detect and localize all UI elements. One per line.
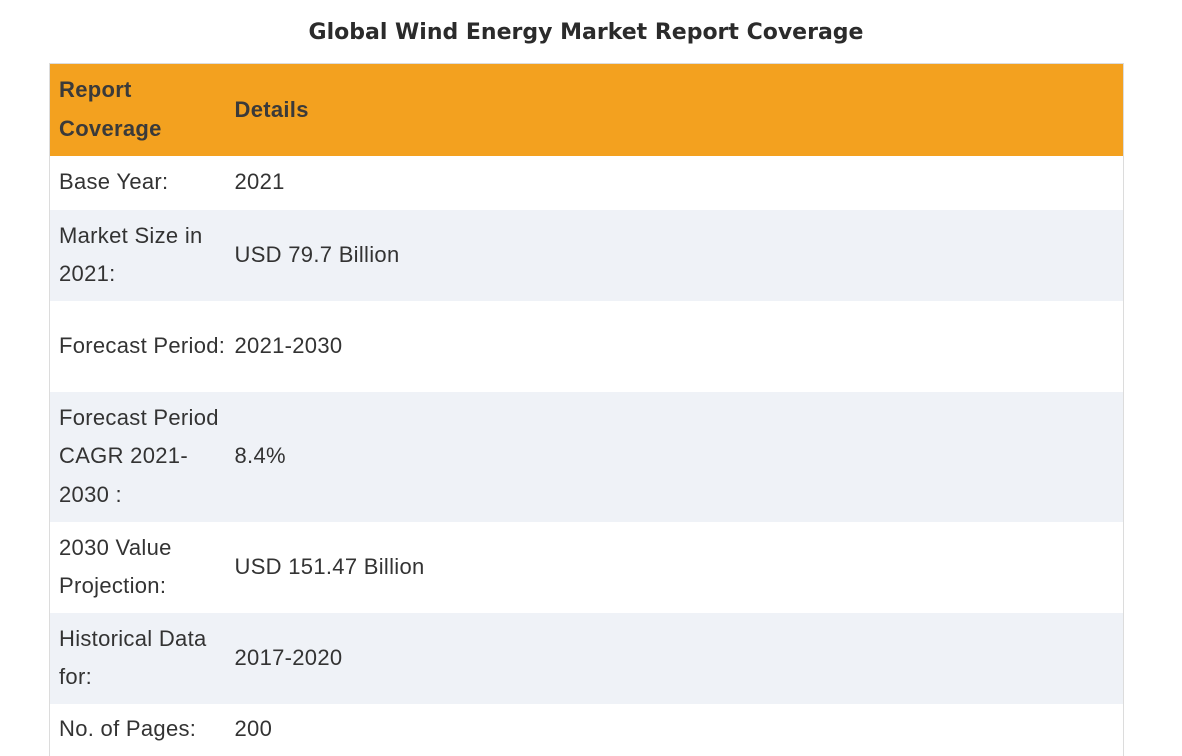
row-value: 2021: [234, 169, 285, 195]
column-header-details: Details: [234, 96, 309, 122]
row-label: Historical Data for:: [59, 625, 207, 690]
table-row: Historical Data for: 2017-2020: [49, 612, 1124, 704]
row-label: Base Year:: [59, 169, 169, 195]
report-coverage-table: Report Coverage Details Base Year: 2021 …: [49, 63, 1124, 756]
row-value: 2021-2030: [234, 332, 343, 358]
page-title: Global Wind Energy Market Report Coverag…: [308, 20, 864, 45]
table-row: Market Size in 2021: USD 79.7 Billion: [49, 209, 1124, 301]
table-header-row: Report Coverage Details: [49, 63, 1124, 156]
row-value: 2017-2020: [234, 644, 343, 670]
row-label: 2030 Value Projection:: [59, 534, 172, 599]
row-label: Market Size in 2021:: [59, 222, 203, 287]
row-value: USD 151.47 Billion: [234, 553, 425, 579]
table-row: Base Year: 2021: [49, 155, 1124, 210]
table-row: Forecast Period CAGR 2021-2030 : 8.4%: [49, 391, 1124, 522]
row-value: 200: [234, 716, 273, 742]
row-label: No. of Pages:: [59, 716, 197, 742]
table-row: Forecast Period: 2021-2030: [49, 300, 1124, 392]
row-value: USD 79.7 Billion: [234, 241, 400, 267]
row-value: 8.4%: [234, 443, 286, 469]
row-label: Forecast Period:: [59, 332, 226, 358]
column-header-report-coverage: Report Coverage: [59, 77, 162, 141]
table-row: No. of Pages: 200: [49, 703, 1124, 756]
row-label: Forecast Period CAGR 2021-2030 :: [59, 404, 219, 507]
table-row: 2030 Value Projection: USD 151.47 Billio…: [49, 521, 1124, 613]
